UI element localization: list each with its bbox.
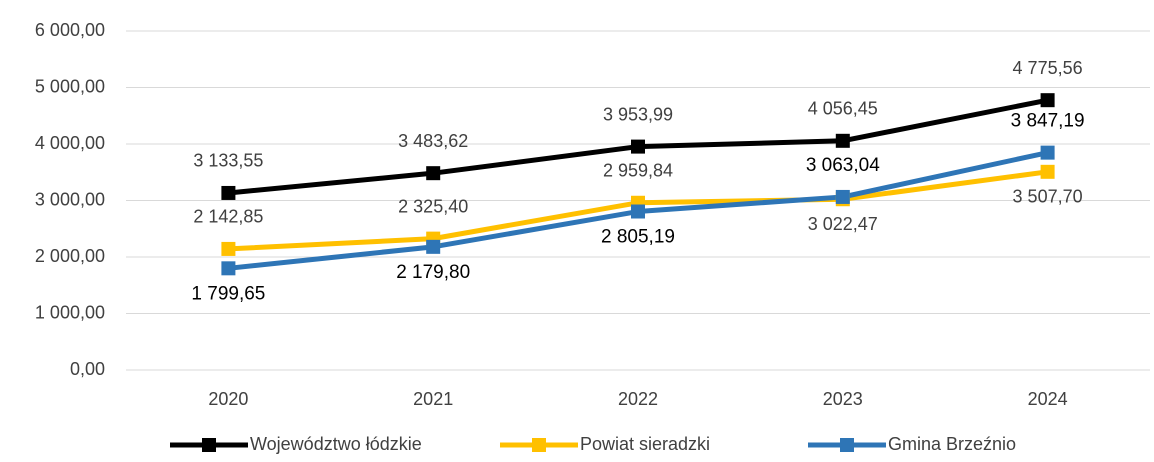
data-label: 2 179,80 xyxy=(396,262,470,283)
data-label: 3 847,19 xyxy=(1011,111,1085,132)
data-label: 2 325,40 xyxy=(398,196,468,216)
y-tick-label: 0,00 xyxy=(70,359,105,379)
marker xyxy=(631,204,645,219)
data-label: 2 959,84 xyxy=(603,161,673,181)
marker xyxy=(1040,93,1055,108)
data-label: 3 507,70 xyxy=(1013,187,1083,207)
data-label: 2 142,85 xyxy=(193,207,263,227)
y-tick-label: 5 000,00 xyxy=(35,76,105,96)
y-tick-label: 3 000,00 xyxy=(35,189,105,209)
legend-label: Województwo łódzkie xyxy=(250,434,422,454)
x-tick-label: 2020 xyxy=(208,389,248,409)
marker xyxy=(835,189,850,204)
legend-label: Gmina Brzeźnio xyxy=(888,434,1016,454)
x-tick-label: 2023 xyxy=(823,389,863,409)
data-label: 3 133,55 xyxy=(193,151,263,171)
data-label: 3 483,62 xyxy=(398,131,468,151)
data-label: 4 775,56 xyxy=(1013,58,1083,78)
marker xyxy=(631,139,645,154)
marker xyxy=(1040,164,1055,179)
y-tick-label: 1 000,00 xyxy=(35,302,105,322)
legend-marker xyxy=(532,438,546,452)
marker xyxy=(221,261,236,276)
y-tick-label: 4 000,00 xyxy=(35,133,105,153)
data-label: 3 063,04 xyxy=(806,155,880,176)
marker xyxy=(426,239,441,254)
legend-label: Powiat sieradzki xyxy=(580,434,710,454)
x-tick-label: 2022 xyxy=(618,389,658,409)
x-tick-label: 2024 xyxy=(1028,389,1068,409)
legend-marker xyxy=(202,438,216,452)
data-label: 3 953,99 xyxy=(603,104,673,124)
y-tick-label: 2 000,00 xyxy=(35,246,105,266)
marker xyxy=(221,241,236,256)
data-label: 4 056,45 xyxy=(808,99,878,119)
data-label: 3 022,47 xyxy=(808,214,878,234)
data-label: 1 799,65 xyxy=(191,283,265,304)
legend-marker xyxy=(840,438,854,452)
marker xyxy=(835,133,850,148)
y-tick-label: 6 000,00 xyxy=(35,20,105,40)
data-label: 2 805,19 xyxy=(601,227,675,248)
marker xyxy=(221,185,236,200)
x-tick-label: 2021 xyxy=(413,389,453,409)
marker xyxy=(1040,145,1055,160)
marker xyxy=(426,166,441,181)
